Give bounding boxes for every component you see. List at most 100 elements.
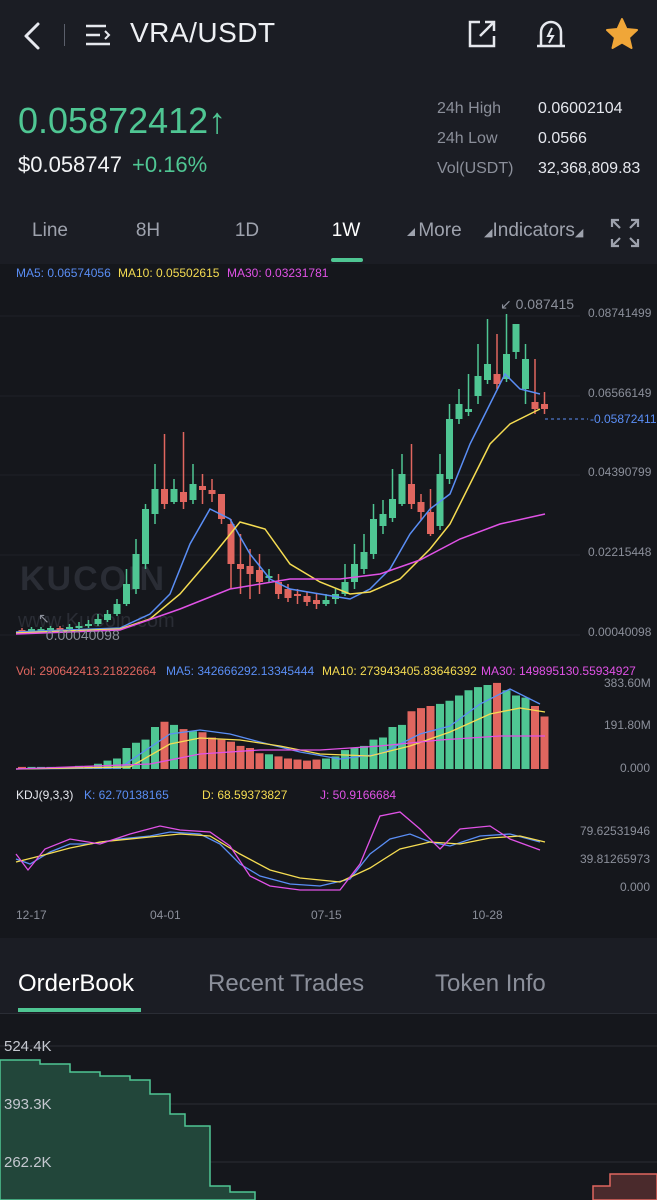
volume-bar bbox=[179, 729, 188, 769]
volume-bar bbox=[265, 754, 273, 769]
volume-bar bbox=[493, 682, 501, 769]
volume-bar bbox=[398, 724, 406, 769]
share-icon[interactable] bbox=[466, 18, 498, 50]
volume-bar bbox=[360, 745, 368, 769]
active-bottom-tab-indicator bbox=[18, 1008, 141, 1012]
price-change: +0.16% bbox=[132, 152, 208, 177]
tab-8h[interactable]: 8H bbox=[135, 220, 161, 241]
ma10-legend: MA10: 0.05502615 bbox=[118, 266, 220, 280]
tab-indicators[interactable]: ◢Indicators◢ bbox=[484, 220, 604, 242]
up-arrow-icon: ↑ bbox=[208, 100, 227, 141]
candle-body bbox=[379, 514, 387, 526]
tab-recent-trades[interactable]: Recent Trades bbox=[208, 970, 365, 997]
kdj-k-legend: K: 62.70138165 bbox=[84, 788, 169, 802]
candle-body bbox=[465, 409, 472, 412]
volume-bar bbox=[132, 742, 140, 769]
depth-axis-label: 262.2K bbox=[4, 1154, 52, 1171]
kdj-legend: KDJ(9,3,3) bbox=[16, 788, 74, 802]
candle-body bbox=[360, 552, 368, 569]
kline-svg bbox=[0, 314, 588, 891]
stat-label-high: 24h High bbox=[437, 100, 502, 117]
last-price-value: 0.05872412 bbox=[18, 100, 209, 141]
stat-label-vol: Vol(USDT) bbox=[437, 160, 514, 177]
candle-body bbox=[474, 376, 482, 396]
candle-body bbox=[123, 584, 130, 604]
candle-body bbox=[189, 484, 197, 500]
volume-bar bbox=[464, 690, 473, 769]
tab-1d[interactable]: 1D bbox=[234, 220, 260, 241]
top-bar: VRA/USDT bbox=[0, 0, 657, 72]
volume-bar bbox=[255, 753, 264, 769]
kline-chart[interactable]: MA5: 0.06574056 MA10: 0.05502615 MA30: 0… bbox=[0, 264, 657, 938]
last-price: 0.05872412↑ bbox=[18, 100, 226, 142]
tab-orderbook[interactable]: OrderBook bbox=[18, 970, 135, 997]
candle-body bbox=[512, 324, 520, 352]
candle-body bbox=[66, 627, 73, 629]
ma30-legend: MA30: 0.03231781 bbox=[227, 266, 329, 280]
candle-body bbox=[113, 604, 121, 614]
volume-bar bbox=[474, 687, 482, 769]
price-axis-label: 0.06566149 bbox=[588, 386, 652, 400]
vol-ma10-line bbox=[15, 707, 546, 770]
depth-axis-label: 524.4K bbox=[4, 1038, 52, 1055]
volume-bar bbox=[540, 716, 549, 769]
candle-body bbox=[28, 629, 35, 631]
candle-body bbox=[18, 630, 26, 632]
volume-bar bbox=[246, 748, 254, 769]
candle-body bbox=[275, 582, 282, 594]
candle-body bbox=[436, 474, 444, 526]
candle-body bbox=[237, 564, 244, 569]
volume-bar bbox=[417, 708, 425, 769]
ma5-line bbox=[15, 372, 541, 633]
back-arrow-icon[interactable] bbox=[18, 18, 48, 54]
depth-ask-area bbox=[592, 1173, 657, 1200]
volume-bar bbox=[103, 760, 112, 769]
date-axis-label: 12-17 bbox=[16, 908, 47, 922]
indicators-label: Indicators bbox=[492, 220, 575, 241]
volume-bar bbox=[284, 758, 292, 769]
ma5-legend: MA5: 0.06574056 bbox=[16, 266, 111, 280]
tab-line[interactable]: Line bbox=[32, 220, 68, 241]
volume-bar bbox=[322, 758, 330, 769]
pair-title[interactable]: VRA/USDT bbox=[130, 17, 276, 48]
price-alert-icon[interactable] bbox=[534, 17, 568, 51]
price-axis-label: 0.04390799 bbox=[588, 465, 652, 479]
volume-bar bbox=[170, 724, 178, 769]
current-price-tag: -0.05872411 bbox=[590, 412, 657, 426]
candle-body bbox=[94, 619, 102, 624]
vol-ma30-legend: MA30: 149895130.55934927 bbox=[481, 664, 636, 678]
candle-body bbox=[104, 614, 111, 620]
kdj-k-line bbox=[15, 831, 541, 887]
active-tab-indicator bbox=[331, 258, 363, 262]
depth-chart[interactable]: 524.4K 393.3K 262.2K bbox=[0, 1014, 657, 1200]
candle-body bbox=[522, 359, 529, 389]
tab-1w[interactable]: 1W bbox=[331, 220, 361, 241]
vol-legend: Vol: 290642413.21822664 bbox=[16, 664, 157, 678]
candle-body bbox=[218, 494, 225, 519]
fullscreen-icon[interactable] bbox=[610, 218, 640, 248]
candle-body bbox=[484, 364, 491, 380]
candle-body bbox=[493, 374, 501, 384]
high-marker-value: 0.087415 bbox=[515, 296, 575, 312]
tab-token-info[interactable]: Token Info bbox=[435, 970, 546, 997]
candle-body bbox=[227, 524, 235, 564]
candle-body bbox=[294, 594, 301, 596]
menu-icon[interactable] bbox=[84, 20, 114, 50]
candle-body bbox=[417, 502, 425, 512]
kdj-axis-label: 79.62531946 bbox=[580, 824, 651, 838]
vol-ma5-legend: MA5: 342666292.13345444 bbox=[166, 664, 315, 678]
volume-bar bbox=[512, 695, 520, 769]
tab-more[interactable]: More bbox=[400, 220, 480, 242]
depth-svg bbox=[0, 1045, 657, 1200]
volume-bar bbox=[293, 759, 302, 769]
volume-bar bbox=[236, 745, 245, 769]
star-icon[interactable] bbox=[604, 16, 640, 52]
more-dropdown-icon bbox=[407, 228, 415, 236]
kdj-j-legend: J: 50.9166684 bbox=[320, 788, 397, 802]
candle-body bbox=[199, 486, 206, 490]
volume-bar bbox=[407, 711, 416, 769]
volume-bar bbox=[189, 731, 197, 769]
ma10-line bbox=[15, 408, 541, 634]
volume-bar bbox=[18, 766, 26, 769]
vol-axis-label: 191.80M bbox=[604, 718, 651, 732]
